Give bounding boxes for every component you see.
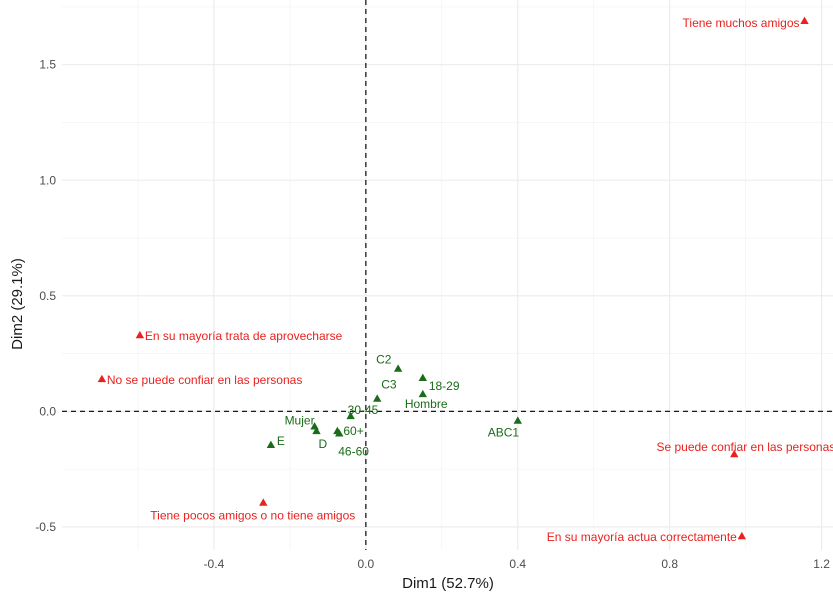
- triangle-marker: [393, 364, 403, 372]
- point-label: D: [318, 437, 327, 451]
- triangle-marker: [335, 429, 344, 437]
- point-labels: Tiene muchos amigos En su mayoría trata d…: [107, 16, 833, 544]
- point-label: E: [277, 434, 285, 448]
- reference-lines: [62, 0, 833, 550]
- point-label: Hombre: [405, 397, 448, 411]
- grid-lines: [62, 0, 833, 550]
- point-label: 30-45: [348, 403, 379, 417]
- point-label: C3: [381, 378, 397, 392]
- data-points: [97, 16, 809, 540]
- point-label: 46-60: [338, 444, 369, 458]
- point-label: No se puede confiar en las personas: [107, 373, 302, 387]
- x-axis-title: Dim1 (52.7%): [402, 575, 494, 592]
- point-label: ABC1: [488, 426, 520, 440]
- y-axis-title: Dim2 (29.1%): [9, 258, 26, 350]
- point-label: En su mayoría actua correctamente: [547, 530, 737, 544]
- point-label: 18-29: [429, 379, 460, 393]
- point-label: En su mayoría trata de aprovecharse: [145, 329, 343, 343]
- x-tick-label: 0.8: [661, 557, 678, 571]
- y-tick-label: 1.5: [39, 58, 56, 72]
- x-tick-label: 0.4: [509, 557, 526, 571]
- triangle-marker: [373, 394, 382, 402]
- triangle-marker: [97, 374, 107, 383]
- x-tick-label: 0.0: [357, 557, 374, 571]
- triangle-marker: [730, 449, 739, 458]
- point-label: Mujer: [285, 413, 315, 427]
- triangle-marker: [800, 16, 809, 24]
- point-label: C2: [376, 353, 392, 367]
- y-tick-label: 0.5: [39, 289, 56, 303]
- triangle-marker: [266, 440, 276, 449]
- y-tick-label: -0.5: [35, 520, 56, 534]
- y-tick-label: 0.0: [39, 404, 56, 418]
- point-label: Se puede confiar en las personas: [656, 440, 833, 454]
- triangle-marker: [259, 498, 268, 506]
- point-label: 60+: [343, 424, 363, 438]
- y-tick-labels: -0.5 0.0 0.5 1.0 1.5: [35, 58, 56, 534]
- triangle-marker: [418, 373, 428, 381]
- triangle-marker: [513, 416, 522, 424]
- triangle-marker: [737, 531, 747, 540]
- x-tick-label: 1.2: [813, 557, 830, 571]
- triangle-marker: [135, 330, 145, 339]
- x-tick-labels: -0.4 0.0 0.4 0.8 1.2: [204, 557, 831, 571]
- triangle-marker: [418, 389, 428, 398]
- triangle-marker: [346, 411, 355, 420]
- x-tick-label: -0.4: [204, 557, 225, 571]
- point-label: Tiene muchos amigos: [683, 16, 800, 30]
- y-tick-label: 1.0: [39, 173, 56, 187]
- point-label: Tiene pocos amigos o no tiene amigos: [150, 509, 355, 523]
- triangle-marker: [312, 426, 321, 435]
